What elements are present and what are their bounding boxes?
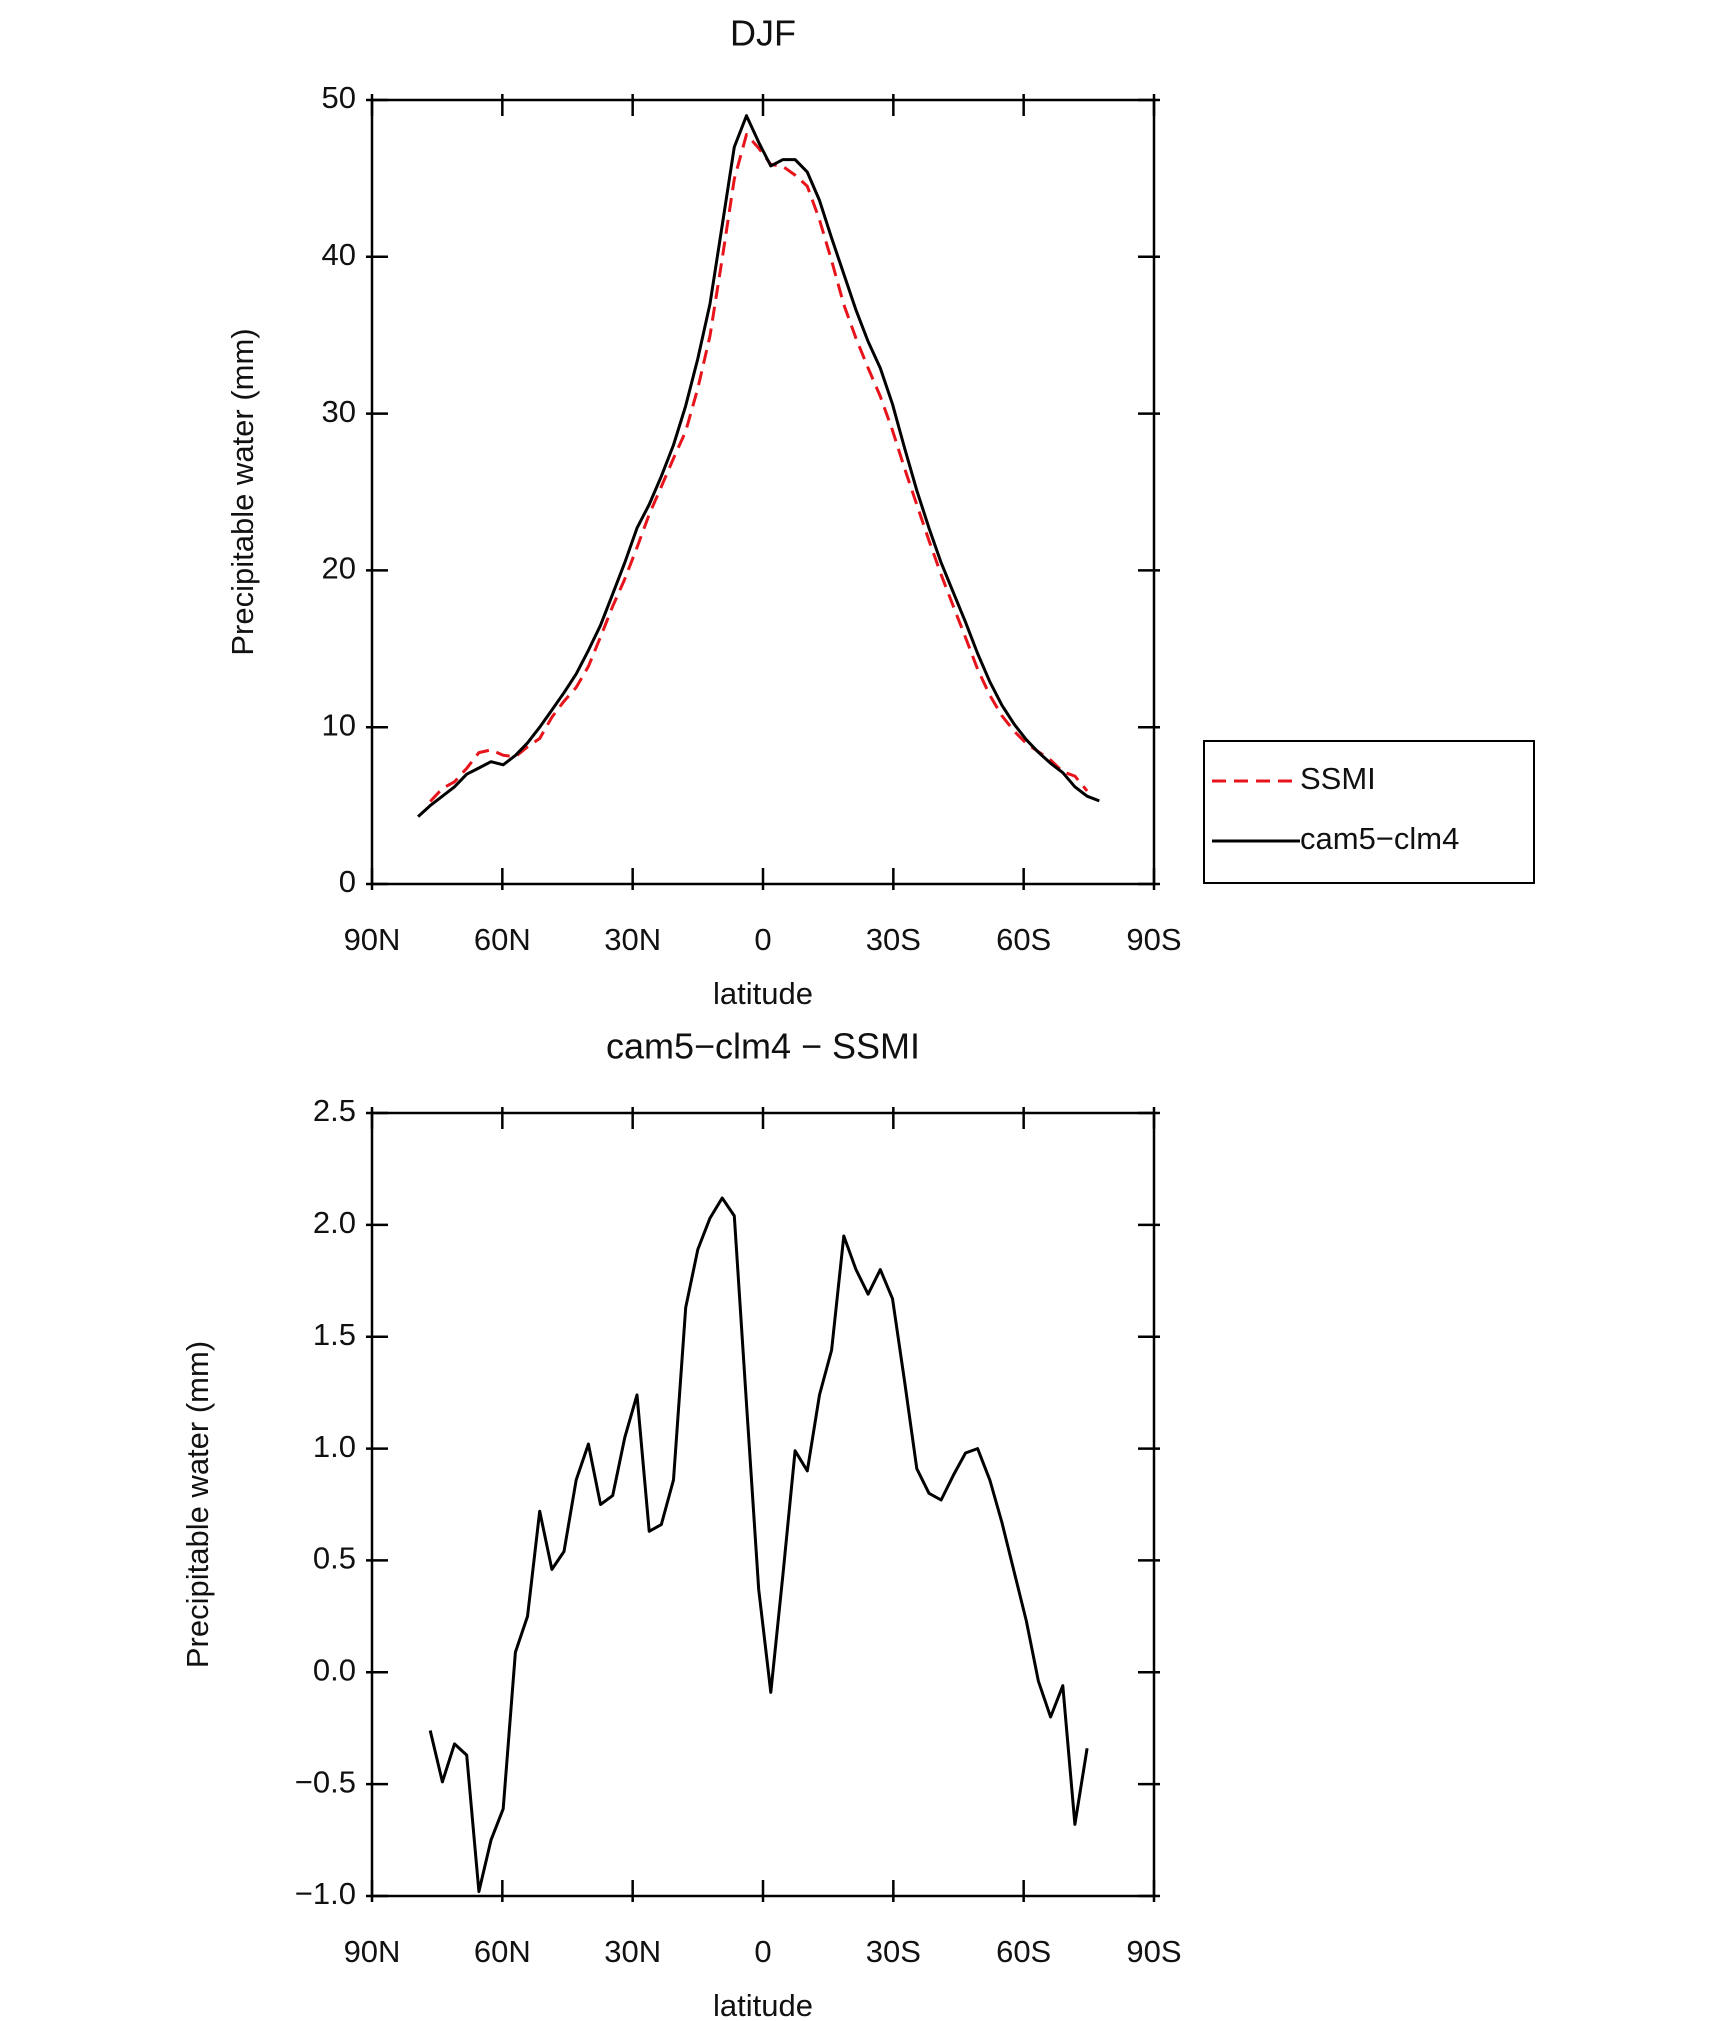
x-tick-label: 0 — [754, 922, 771, 957]
y-tick-label: 2.0 — [313, 1205, 356, 1240]
legend-label: cam5−clm4 — [1300, 821, 1459, 856]
y-tick-label: 0.0 — [313, 1652, 356, 1687]
y-tick-label: 40 — [322, 237, 356, 272]
x-axis-label: latitude — [713, 976, 813, 1011]
x-tick-label: 90S — [1126, 922, 1181, 957]
x-tick-label: 30N — [604, 1934, 661, 1969]
y-tick-label: 1.0 — [313, 1429, 356, 1464]
y-tick-label: 1.5 — [313, 1317, 356, 1352]
legend-label: SSMI — [1300, 761, 1376, 796]
y-tick-label: 0 — [339, 864, 356, 899]
x-tick-label: 90N — [344, 922, 401, 957]
x-tick-label: 30S — [866, 1934, 921, 1969]
x-tick-label: 60S — [996, 922, 1051, 957]
x-tick-label: 90S — [1126, 1934, 1181, 1969]
x-tick-label: 60S — [996, 1934, 1051, 1969]
y-tick-label: 0.5 — [313, 1541, 356, 1576]
y-tick-label: 20 — [322, 551, 356, 586]
x-tick-label: 60N — [474, 922, 531, 957]
x-tick-label: 30S — [866, 922, 921, 957]
legend-box — [1203, 740, 1535, 884]
chart-title: cam5−clm4 − SSMI — [606, 1026, 920, 1067]
chart-title: DJF — [730, 13, 796, 54]
data-line — [429, 133, 1089, 803]
plot-frame — [370, 98, 1156, 886]
x-tick-label: 30N — [604, 922, 661, 957]
plot-frame — [370, 1111, 1156, 1898]
y-tick-label: 10 — [322, 707, 356, 742]
x-tick-label: 0 — [754, 1934, 771, 1969]
y-axis-label: Precipitable water (mm) — [180, 1341, 215, 1668]
x-tick-label: 60N — [474, 1934, 531, 1969]
x-tick-label: 90N — [344, 1934, 401, 1969]
y-tick-label: −1.0 — [295, 1876, 356, 1911]
data-line — [428, 1196, 1089, 1893]
y-tick-label: −0.5 — [295, 1764, 356, 1799]
data-line — [417, 114, 1100, 818]
y-tick-label: 2.5 — [313, 1093, 356, 1128]
y-tick-label: 50 — [322, 80, 356, 115]
y-tick-label: 30 — [322, 394, 356, 429]
y-axis-label: Precipitable water (mm) — [225, 328, 260, 655]
x-axis-label: latitude — [713, 1988, 813, 2021]
